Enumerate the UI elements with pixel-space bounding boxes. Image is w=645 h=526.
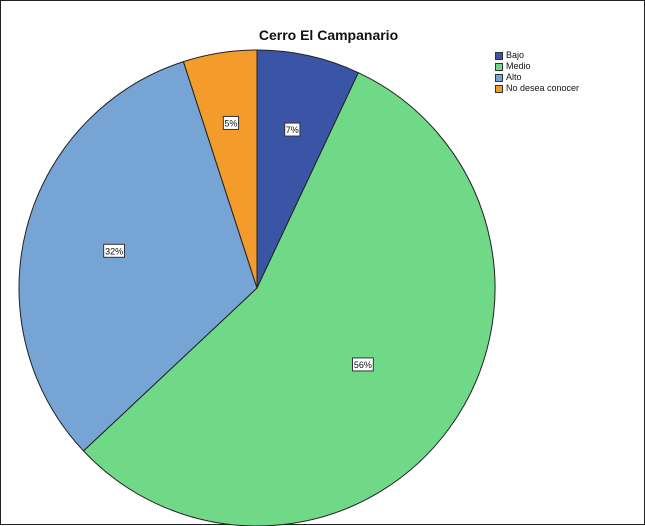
chart-title: Cerro El Campanario [258,27,399,43]
pie-slice-bajo [256,49,360,289]
chart-legend: Bajo Medio Alto No desea conocer [495,50,579,94]
pie-data-label-box [352,357,374,372]
legend-swatch [495,84,503,93]
pie-data-label-box [103,243,125,258]
legend-item: Medio [495,61,579,72]
legend-item: Bajo [495,50,579,61]
pie-data-label-text: 7% [286,125,299,135]
pie-data-label-text: 5% [224,118,237,128]
pie-data-label: 5% [222,115,240,130]
pie-data-label-box [222,115,240,130]
pie-data-label-text: 32% [105,246,123,256]
pie-slice-alto [18,61,258,452]
legend-label: No desea conocer [506,83,580,93]
legend-swatch [495,51,503,60]
pie-data-label-box [284,122,301,137]
pie-slice-no-desea-conocer [182,49,258,289]
legend-item: Alto [495,72,579,83]
pie-slice-medio [82,71,496,526]
pie-data-label: 7% [284,122,301,137]
legend-label: Bajo [506,50,525,60]
legend-label: Medio [506,61,531,71]
pie-data-label-text: 56% [354,360,372,370]
legend-label: Alto [506,72,522,82]
legend-item: No desea conocer [495,83,579,94]
pie-data-label: 56% [352,357,374,372]
legend-swatch [495,73,503,82]
pie-data-label: 32% [103,243,125,258]
legend-swatch [495,62,503,71]
